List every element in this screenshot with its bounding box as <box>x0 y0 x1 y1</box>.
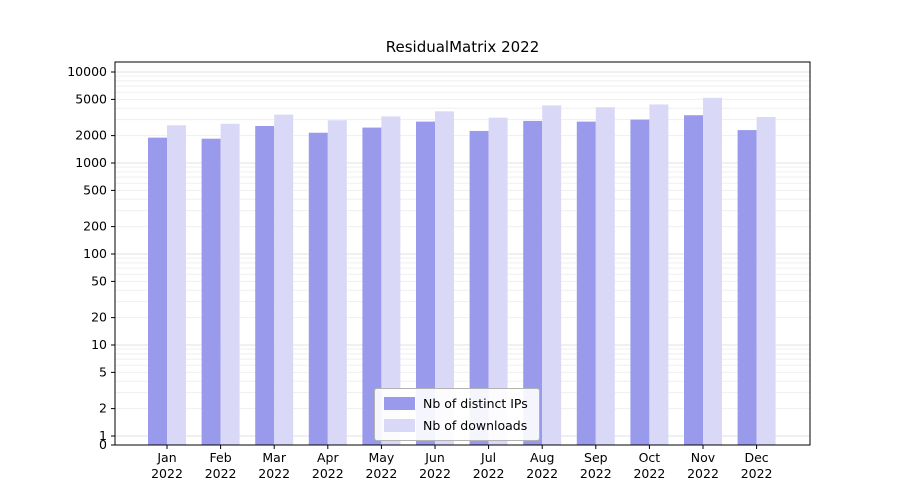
y-tick-label: 50 <box>91 273 107 288</box>
bar-distinct-ips-dec <box>737 130 757 445</box>
y-tick-label: 5000 <box>75 91 107 106</box>
chart-title: ResidualMatrix 2022 <box>385 38 540 56</box>
legend-label-downloads: Nb of downloads <box>423 418 528 433</box>
bar-downloads-sep <box>595 107 615 446</box>
bar-distinct-ips-mar <box>255 126 275 445</box>
x-tick-label: Jan 2022 <box>151 450 183 481</box>
y-tick-label: 5 <box>99 364 107 379</box>
y-tick-label: 500 <box>83 182 107 197</box>
bar-distinct-ips-jun <box>416 121 435 445</box>
legend-swatch-distinct-ips <box>384 397 415 410</box>
legend-item-downloads: Nb of downloads <box>384 418 528 433</box>
bar-downloads-feb <box>220 123 240 445</box>
bar-distinct-ips-oct <box>630 119 650 445</box>
y-tick-label: 1000 <box>75 155 107 170</box>
y-tick-label: 100 <box>83 246 107 261</box>
x-tick-label: Dec 2022 <box>741 450 773 481</box>
chart-legend: Nb of distinct IPs Nb of downloads <box>374 388 540 441</box>
y-tick-label: 20 <box>91 310 107 325</box>
bar-distinct-ips-jul <box>469 130 489 445</box>
y-tick-label: 0 <box>99 437 107 452</box>
legend-item-distinct-ips: Nb of distinct IPs <box>384 396 528 411</box>
legend-swatch-downloads <box>384 419 415 432</box>
bar-downloads-aug <box>542 105 562 445</box>
x-tick-label: Jun 2022 <box>419 450 451 481</box>
x-tick-label: Feb 2022 <box>205 450 237 481</box>
bar-downloads-nov <box>703 97 722 446</box>
x-tick-label: Apr 2022 <box>312 450 344 481</box>
x-tick-label: Jul 2022 <box>473 450 505 481</box>
y-tick-label: 2000 <box>75 128 107 143</box>
x-tick-label: Aug 2022 <box>526 450 558 481</box>
bar-distinct-ips-nov <box>684 115 703 446</box>
bar-downloads-dec <box>756 117 776 446</box>
y-tick-label: 10000 <box>67 64 107 79</box>
y-tick-label: 1 <box>99 428 107 443</box>
x-tick-label: Nov 2022 <box>687 450 719 481</box>
bar-distinct-ips-apr <box>308 132 328 445</box>
legend-label-distinct-ips: Nb of distinct IPs <box>423 396 528 411</box>
bar-downloads-jan <box>167 125 186 445</box>
x-tick-label: May 2022 <box>365 450 397 481</box>
x-tick-label: Mar 2022 <box>258 450 290 481</box>
bar-downloads-oct <box>649 104 669 446</box>
bar-downloads-jun <box>435 111 454 445</box>
bar-downloads-mar <box>274 114 294 445</box>
x-tick-label: Oct 2022 <box>633 450 665 481</box>
bar-downloads-may <box>381 116 401 446</box>
bar-downloads-jul <box>488 117 508 445</box>
y-tick-label: 200 <box>83 219 107 234</box>
x-tick-label: Sep 2022 <box>580 450 612 481</box>
y-tick-label: 2 <box>99 401 107 416</box>
bar-downloads-apr <box>327 120 347 446</box>
bar-distinct-ips-may <box>362 127 382 446</box>
y-tick-label: 10 <box>91 337 107 352</box>
bar-distinct-ips-jan <box>148 137 167 445</box>
bar-distinct-ips-feb <box>201 138 221 445</box>
bar-distinct-ips-aug <box>523 120 543 445</box>
bar-distinct-ips-sep <box>576 121 596 445</box>
